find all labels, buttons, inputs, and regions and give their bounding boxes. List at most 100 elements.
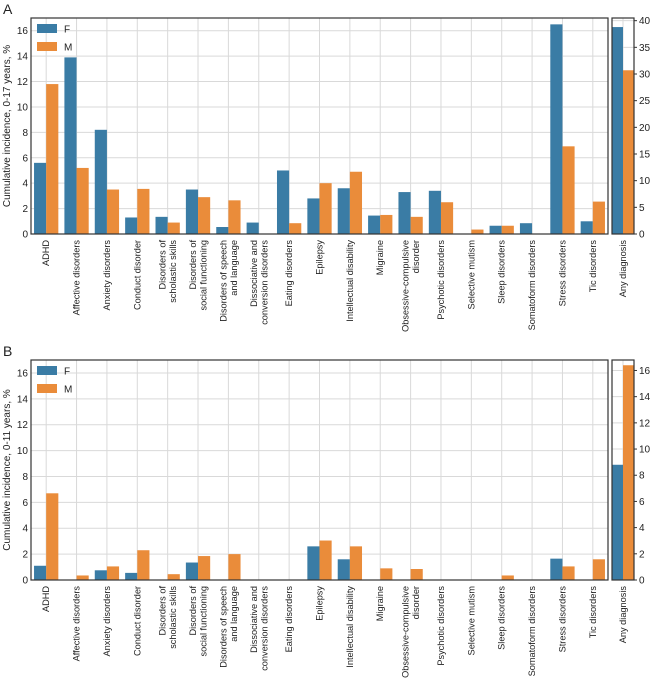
- bar-f-17: [550, 558, 563, 580]
- y-tick-label-right: 16: [639, 366, 651, 377]
- bar-any-diagnosis-m: [623, 70, 634, 235]
- bar-f-0: [34, 565, 47, 580]
- legend-swatch-f: [37, 366, 57, 375]
- bar-m-2: [106, 189, 120, 234]
- category-label-line: Sleep disorders: [497, 240, 507, 304]
- bar-m-0: [46, 493, 59, 580]
- panel-b: B 0 2 4 6 8 10 12 14 16 ADHD Affective disorders Anx…: [2, 343, 651, 678]
- category-label: Dissociative andconversion disorders: [249, 240, 270, 325]
- category-label-line: Anxiety disorders: [102, 240, 112, 311]
- legend-swatch-f: [37, 24, 57, 33]
- bar-m-5: [198, 197, 211, 234]
- category-label: Obsessive-compulsivedisorder: [401, 586, 422, 678]
- category-label-line: Eating disorders: [284, 240, 294, 307]
- category-label-line: Tic disorders: [588, 586, 598, 639]
- category-label-line: Migraine: [375, 240, 385, 275]
- bar-m-3: [137, 188, 150, 234]
- legend: FM: [37, 366, 72, 396]
- plot-frame-right: [611, 17, 635, 235]
- category-label: Disorders ofsocial functioning: [188, 586, 209, 657]
- bar-f-15: [489, 225, 502, 234]
- y-tick-label-right: 6: [639, 497, 645, 508]
- y-tick-label-right: 10: [639, 176, 651, 187]
- category-label: Epilepsy: [315, 240, 325, 275]
- category-label-line: Dissociative and: [249, 240, 259, 307]
- category-label-line: Anxiety disorders: [102, 586, 112, 657]
- category-label-line: Epilepsy: [315, 586, 325, 621]
- y-tick-label-right: 2: [639, 549, 645, 560]
- y-tick-label-right: 14: [639, 392, 651, 403]
- category-label-line: Psychotic disorders: [436, 240, 446, 320]
- category-label-line: Dissociative and: [249, 586, 259, 653]
- bar-m-15: [501, 575, 514, 580]
- category-label: Somatoform disorders: [527, 586, 537, 677]
- any-diagnosis-panel: 0 5 10 15 20 25 30 35 40 Any diagnosis: [611, 16, 651, 297]
- category-label-line: Tic disorders: [588, 240, 598, 293]
- category-label: Eating disorders: [284, 240, 294, 307]
- legend-swatch-m: [37, 384, 57, 393]
- category-label-any-diagnosis: Any diagnosis: [618, 586, 628, 644]
- category-label-line: Psychotic disorders: [436, 586, 446, 666]
- plot-frame: [30, 359, 609, 581]
- bar-m-14: [471, 229, 484, 234]
- category-label: Disorders ofscholastic skills: [158, 586, 179, 649]
- y-tick-label: 0: [22, 576, 28, 587]
- category-label-line: Somatoform disorders: [527, 240, 537, 331]
- bar-f-1: [64, 57, 77, 234]
- category-label: Disorders ofscholastic skills: [158, 240, 179, 303]
- category-label-line: social functioning: [199, 240, 209, 310]
- bar-m-15: [501, 225, 514, 234]
- category-label-line: scholastic skills: [168, 586, 178, 649]
- category-label-line: Affective disorders: [72, 240, 82, 316]
- legend-label: M: [64, 43, 72, 54]
- category-label-line: Obsessive-compulsive: [401, 240, 411, 332]
- category-label: Intellectual disability: [345, 240, 355, 322]
- category-label-line: Epilepsy: [315, 240, 325, 275]
- bar-f-10: [337, 188, 350, 234]
- y-axis-label: Cumulative incidence, 0-17 years, %: [2, 45, 13, 207]
- y-tick-label-right: 8: [639, 471, 645, 482]
- category-label-line: Stress disorders: [557, 240, 567, 307]
- bar-f-6: [216, 227, 229, 234]
- bar-f-18: [580, 221, 593, 234]
- bar-f-2: [94, 570, 107, 580]
- category-label-line: Selective mutism: [466, 240, 476, 310]
- category-label-line: Disorders of: [158, 240, 168, 290]
- y-tick-label-right: 15: [639, 150, 651, 161]
- category-label: Affective disorders: [72, 240, 82, 316]
- bar-m-12: [410, 216, 423, 234]
- y-tick-label-right: 10: [639, 445, 651, 456]
- y-tick-label: 4: [22, 524, 28, 535]
- category-label: Stress disorders: [557, 586, 567, 653]
- y-tick-label: 8: [22, 472, 28, 483]
- y-tick-label: 8: [22, 128, 28, 139]
- category-label: Conduct disorder: [132, 240, 142, 310]
- bar-m-11: [380, 214, 393, 234]
- legend-label: F: [64, 25, 70, 36]
- plot-frame: [30, 17, 609, 235]
- category-label-line: scholastic skills: [168, 240, 178, 303]
- bar-m-5: [198, 556, 211, 580]
- bar-m-6: [228, 200, 241, 234]
- panel-letter: A: [3, 1, 13, 17]
- category-label: Migraine: [375, 586, 385, 621]
- legend-swatch-m: [37, 42, 57, 51]
- y-tick-label-right: 20: [639, 123, 651, 134]
- y-tick-label: 4: [22, 179, 28, 190]
- bar-f-5: [185, 189, 199, 234]
- y-tick-label: 16: [17, 368, 29, 379]
- category-label: Tic disorders: [588, 586, 598, 639]
- bar-m-12: [410, 569, 423, 580]
- category-label: Migraine: [375, 240, 385, 275]
- y-tick-label: 14: [17, 394, 29, 405]
- category-label: Eating disorders: [284, 586, 294, 653]
- bar-f-8: [276, 170, 290, 234]
- bar-m-3: [137, 550, 150, 580]
- legend-label: M: [64, 385, 72, 396]
- category-label: ADHD: [41, 240, 51, 266]
- bar-m-1: [76, 167, 89, 234]
- plot-frame-right: [611, 359, 635, 581]
- bar-m-17: [562, 566, 575, 580]
- bar-m-11: [380, 568, 393, 580]
